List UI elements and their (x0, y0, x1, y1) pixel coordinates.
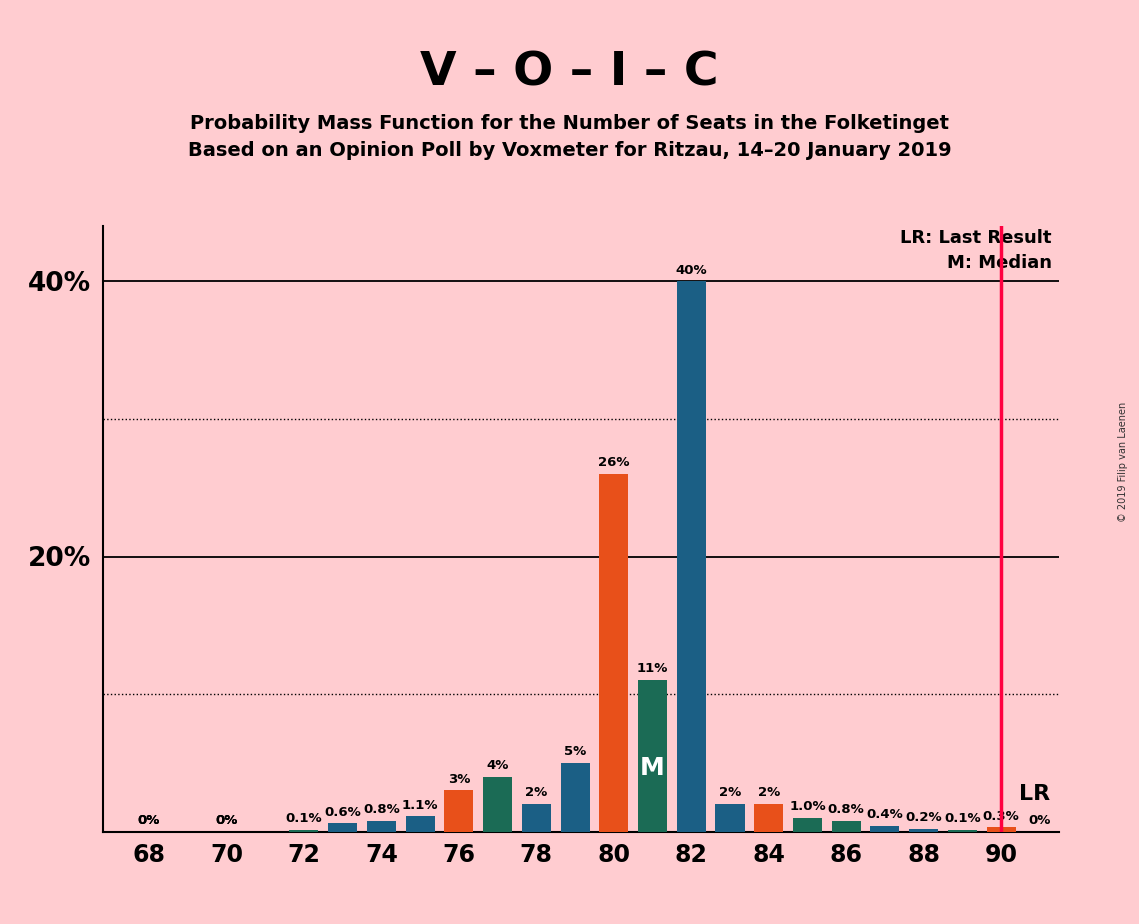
Text: V – O – I – C: V – O – I – C (420, 51, 719, 96)
Text: 1.1%: 1.1% (402, 798, 439, 811)
Text: 0%: 0% (138, 814, 161, 827)
Text: LR: Last Result: LR: Last Result (900, 229, 1051, 247)
Text: 26%: 26% (598, 456, 630, 469)
Text: © 2019 Filip van Laenen: © 2019 Filip van Laenen (1117, 402, 1128, 522)
Bar (599, 474, 629, 832)
Bar (831, 821, 861, 832)
Bar (483, 776, 513, 832)
Text: LR: LR (1018, 784, 1050, 804)
Text: 0.3%: 0.3% (983, 809, 1019, 822)
Bar (677, 282, 706, 832)
Text: 2%: 2% (719, 786, 741, 799)
Text: Probability Mass Function for the Number of Seats in the Folketinget: Probability Mass Function for the Number… (190, 114, 949, 133)
Bar (754, 804, 784, 832)
Bar (638, 680, 667, 832)
Text: M: Median: M: Median (947, 254, 1051, 272)
Text: 0.8%: 0.8% (363, 803, 400, 816)
Text: 0.4%: 0.4% (867, 808, 903, 821)
Bar (793, 818, 822, 832)
Text: 0%: 0% (138, 814, 161, 827)
Bar (870, 826, 900, 832)
Bar (522, 804, 551, 832)
Text: 0.8%: 0.8% (828, 803, 865, 816)
Bar (444, 790, 474, 832)
Text: 5%: 5% (564, 745, 587, 758)
Bar (289, 831, 319, 832)
Bar (909, 829, 939, 832)
Bar (405, 817, 435, 832)
Text: 2%: 2% (757, 786, 780, 799)
Text: 0%: 0% (215, 814, 238, 827)
Bar (715, 804, 745, 832)
Text: 1.0%: 1.0% (789, 800, 826, 813)
Text: 11%: 11% (637, 663, 669, 675)
Text: 0.6%: 0.6% (325, 806, 361, 819)
Text: 0%: 0% (1029, 814, 1051, 827)
Bar (560, 763, 590, 832)
Text: 0.1%: 0.1% (286, 812, 322, 825)
Text: 4%: 4% (486, 759, 509, 772)
Text: Based on an Opinion Poll by Voxmeter for Ritzau, 14–20 January 2019: Based on an Opinion Poll by Voxmeter for… (188, 141, 951, 161)
Text: 2%: 2% (525, 786, 548, 799)
Text: 0.1%: 0.1% (944, 812, 981, 825)
Text: M: M (640, 756, 665, 780)
Text: 3%: 3% (448, 772, 470, 785)
Bar (328, 823, 358, 832)
Bar (986, 828, 1016, 832)
Text: 40%: 40% (675, 263, 707, 276)
Bar (367, 821, 396, 832)
Text: 0.2%: 0.2% (906, 811, 942, 824)
Bar (948, 831, 977, 832)
Text: 0%: 0% (215, 814, 238, 827)
